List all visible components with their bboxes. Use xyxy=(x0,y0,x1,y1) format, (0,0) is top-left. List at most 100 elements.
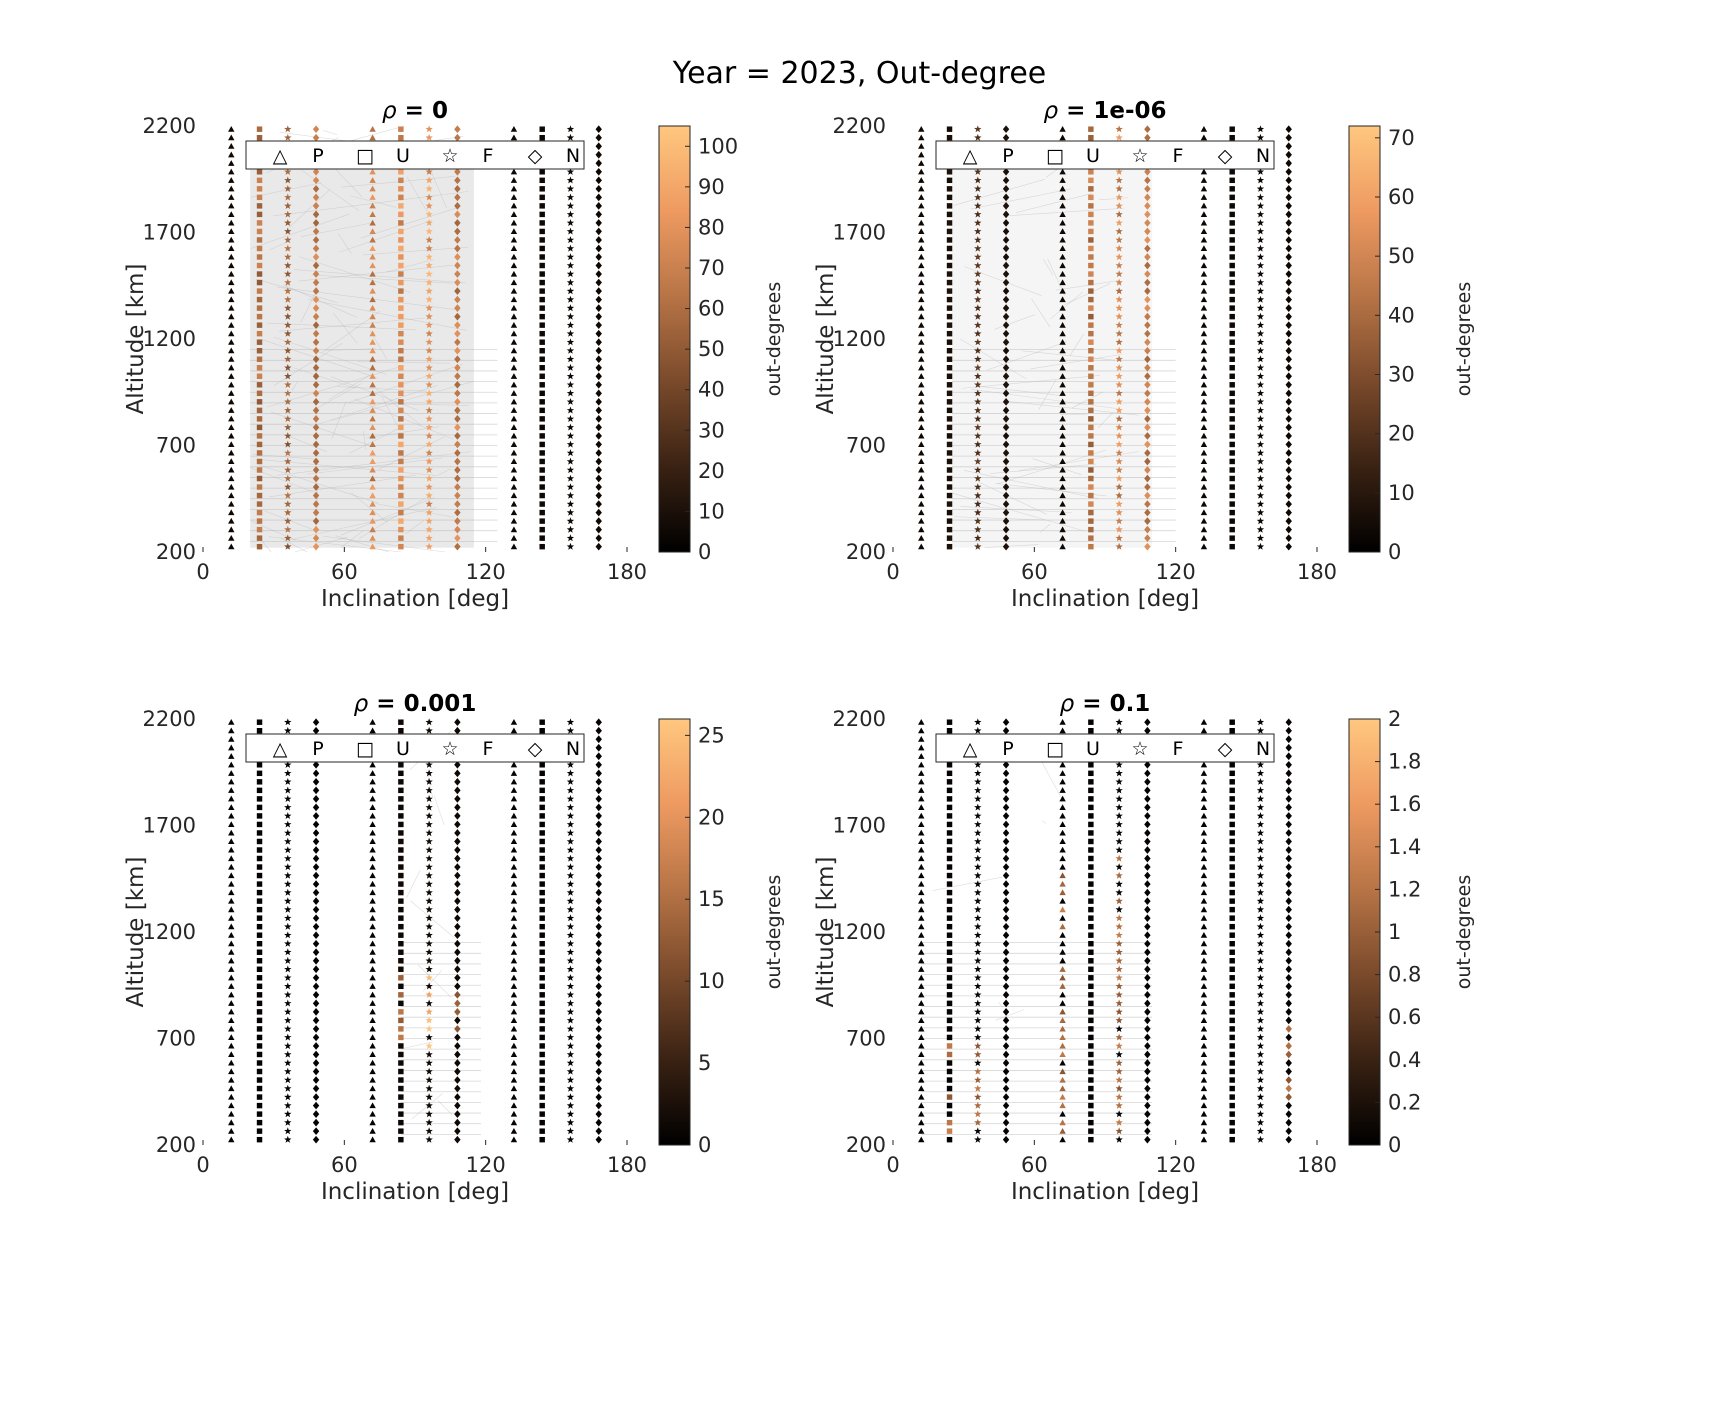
node-marker xyxy=(1002,1101,1010,1110)
node-marker xyxy=(1088,1102,1094,1109)
edge-line xyxy=(405,520,424,535)
node-marker xyxy=(918,125,925,132)
node-marker xyxy=(1285,1101,1292,1110)
node-marker xyxy=(566,948,575,956)
node-marker xyxy=(946,543,953,550)
node-marker xyxy=(369,407,376,413)
node-marker xyxy=(946,847,953,853)
node-marker xyxy=(369,718,376,725)
node-marker xyxy=(1256,133,1265,141)
node-marker xyxy=(974,389,982,397)
node-marker xyxy=(566,534,575,542)
node-column-96 xyxy=(1115,125,1123,550)
node-marker xyxy=(228,253,235,260)
node-marker xyxy=(566,525,575,533)
node-marker xyxy=(946,186,953,192)
edge-line xyxy=(1030,354,1121,370)
node-marker xyxy=(1229,838,1235,845)
node-marker xyxy=(1229,169,1235,175)
node-marker xyxy=(566,457,575,465)
node-marker xyxy=(974,329,982,337)
node-marker xyxy=(454,338,461,347)
node-marker xyxy=(539,1068,545,1075)
node-marker xyxy=(510,761,518,768)
node-marker xyxy=(398,787,404,794)
node-marker xyxy=(1144,227,1151,236)
node-marker xyxy=(946,245,953,252)
node-marker xyxy=(1059,906,1066,913)
edge-line xyxy=(1031,298,1051,328)
node-marker xyxy=(595,846,602,854)
node-marker xyxy=(974,338,982,346)
node-marker xyxy=(1144,812,1151,820)
node-marker xyxy=(539,416,545,422)
node-marker xyxy=(256,1009,263,1015)
node-marker xyxy=(1002,999,1010,1008)
node-marker xyxy=(595,202,602,210)
node-marker xyxy=(918,778,925,785)
node-marker xyxy=(1115,534,1123,542)
edge-line xyxy=(1064,283,1111,305)
node-marker xyxy=(1002,837,1010,846)
node-marker xyxy=(539,220,545,226)
node-marker xyxy=(918,1042,925,1049)
edge-line xyxy=(984,544,1039,548)
node-marker xyxy=(1088,1043,1094,1049)
node-marker xyxy=(228,390,235,396)
node-marker xyxy=(454,956,461,965)
node-marker xyxy=(1229,518,1235,524)
node-marker xyxy=(595,159,602,168)
node-marker xyxy=(1144,1033,1151,1042)
node-marker xyxy=(312,202,320,210)
node-marker xyxy=(1200,534,1208,541)
node-marker xyxy=(425,525,433,533)
node-marker xyxy=(454,133,461,142)
node-marker xyxy=(1144,982,1151,991)
node-marker xyxy=(1002,1016,1010,1025)
node-marker xyxy=(1256,253,1265,261)
node-marker xyxy=(284,415,292,422)
node-marker xyxy=(510,897,518,904)
node-marker xyxy=(256,1085,263,1092)
node-marker xyxy=(1088,770,1094,777)
edge-line xyxy=(357,361,450,364)
node-marker xyxy=(312,1067,320,1076)
node-marker xyxy=(228,509,235,516)
node-marker xyxy=(1088,535,1094,541)
node-marker xyxy=(946,1060,953,1066)
node-marker xyxy=(1088,305,1094,311)
node-marker xyxy=(1059,1008,1066,1015)
node-marker xyxy=(1115,304,1123,312)
node-marker xyxy=(1285,193,1292,202)
node-marker xyxy=(566,423,575,431)
node-marker xyxy=(256,518,263,524)
node-marker xyxy=(1285,760,1292,769)
node-marker xyxy=(398,169,404,175)
node-marker xyxy=(256,424,263,431)
node-marker xyxy=(946,949,953,955)
node-marker xyxy=(398,762,404,768)
node-marker xyxy=(974,210,982,218)
node-marker xyxy=(369,347,376,354)
node-marker xyxy=(256,1102,263,1109)
node-marker xyxy=(228,1059,235,1066)
node-marker xyxy=(369,949,376,955)
node-marker xyxy=(1088,467,1094,473)
node-marker xyxy=(398,847,404,853)
node-marker xyxy=(1200,770,1208,776)
node-marker xyxy=(1002,1042,1010,1050)
node-marker xyxy=(1002,517,1010,525)
node-marker xyxy=(1256,718,1265,726)
node-marker xyxy=(595,372,602,381)
node-marker xyxy=(1059,330,1066,337)
node-marker xyxy=(1088,424,1094,431)
node-marker xyxy=(1088,719,1094,725)
node-marker xyxy=(1200,838,1208,845)
node-marker xyxy=(1088,416,1094,422)
node-marker xyxy=(284,168,292,175)
node-marker xyxy=(425,381,433,388)
node-marker xyxy=(1002,355,1010,364)
node-marker xyxy=(1002,389,1010,398)
node-marker xyxy=(369,245,376,252)
node-marker xyxy=(1229,441,1235,448)
